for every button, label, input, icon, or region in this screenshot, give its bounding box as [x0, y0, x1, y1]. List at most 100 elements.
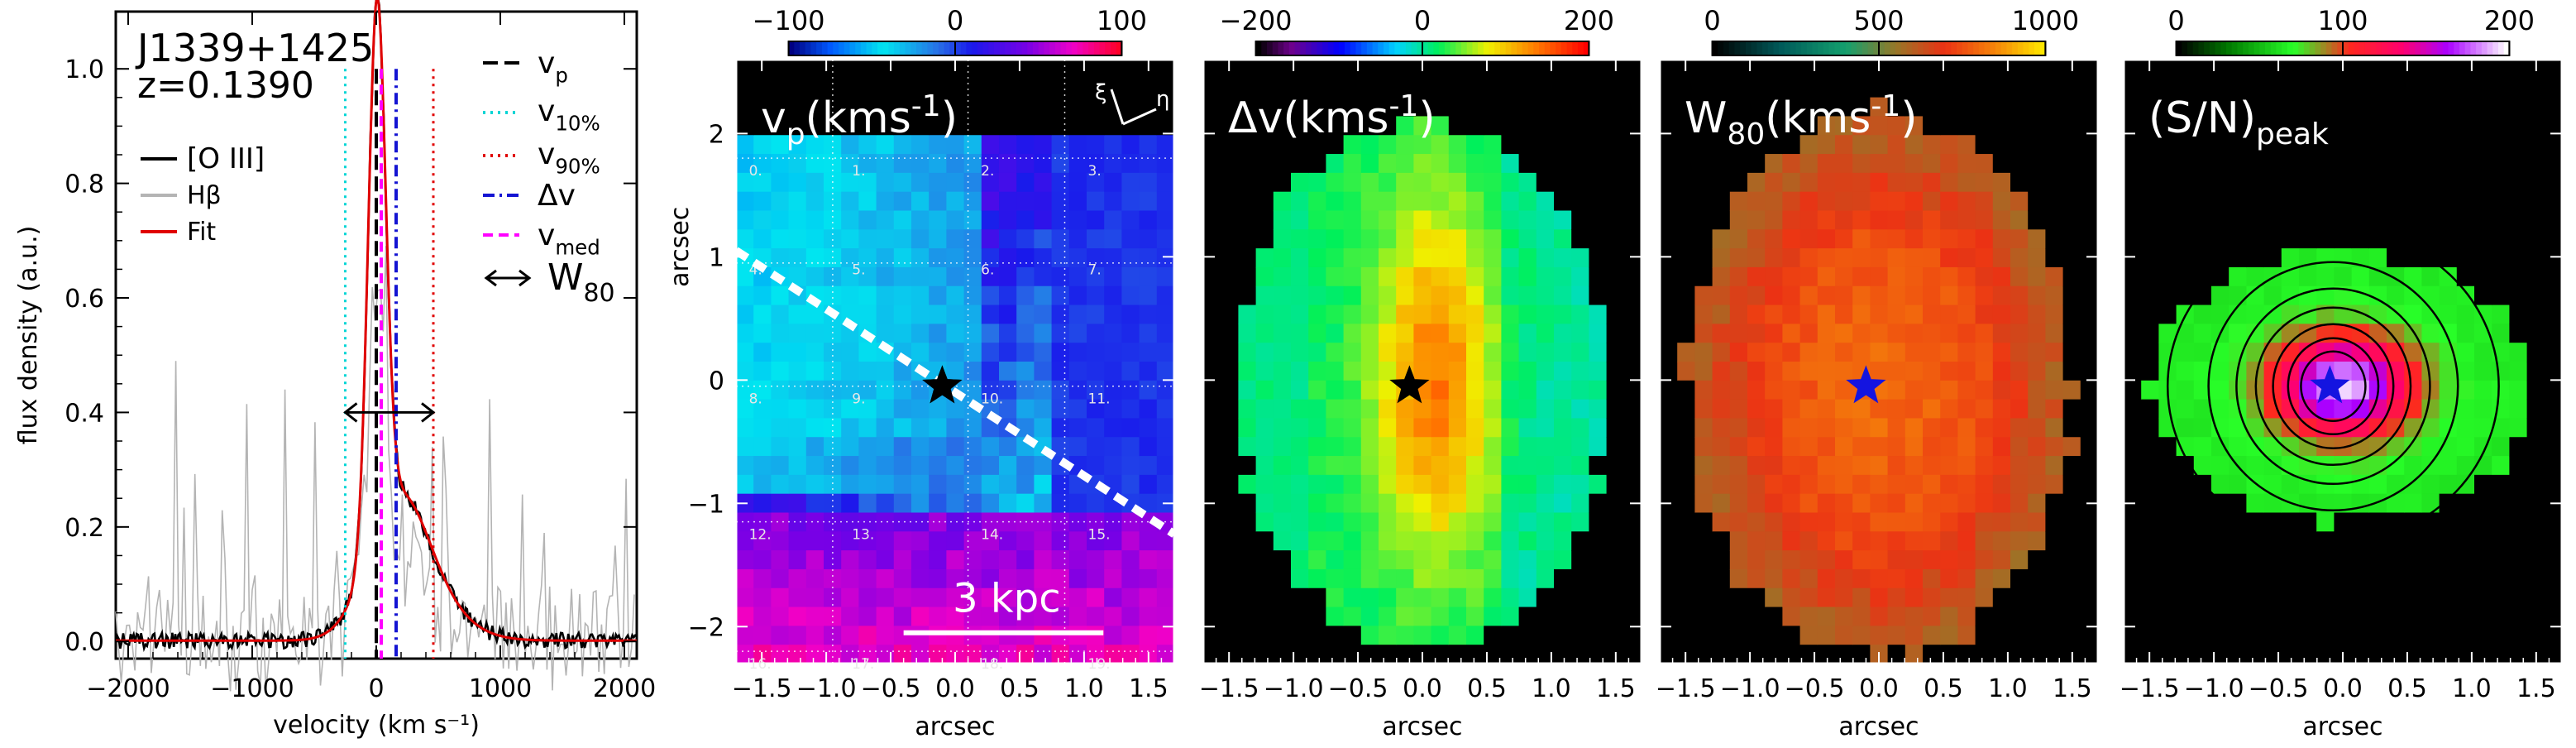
map-pixel	[824, 437, 842, 457]
map-pixel	[1606, 172, 1625, 193]
map-pixel	[771, 418, 790, 438]
map-pixel	[1799, 493, 1818, 514]
map-pixel	[2141, 437, 2159, 457]
map-pixel	[2368, 135, 2387, 155]
map-pixel	[1466, 587, 1484, 608]
map-pixel	[1051, 116, 1070, 136]
map-pixel	[805, 60, 824, 79]
map-pixel	[2045, 97, 2064, 117]
map-pixel	[2158, 399, 2177, 420]
legend-swatch-w80	[484, 269, 532, 287]
map-pixel	[2045, 324, 2064, 343]
map-pixel	[2421, 362, 2440, 381]
map-pixel	[841, 568, 859, 589]
map-pixel	[1536, 116, 1555, 136]
map-pixel	[999, 248, 1017, 268]
map-pixel	[1660, 550, 1678, 570]
map-pixel	[911, 512, 930, 532]
map-pixel	[1957, 97, 1976, 117]
map-pixel	[1034, 97, 1053, 117]
map-pixel	[1887, 399, 1906, 420]
map-pixel	[2211, 304, 2230, 324]
map-pixel	[946, 285, 965, 306]
map-pixel	[1694, 380, 1713, 400]
map-pixel	[911, 626, 930, 645]
colorbar-segment	[1723, 41, 1730, 55]
map-pixel	[2387, 626, 2405, 645]
map-pixel	[2193, 607, 2212, 626]
x-axis-label: arcsec	[2302, 712, 2382, 741]
map-pixel	[1887, 343, 1906, 362]
map-pixel	[1396, 437, 1414, 457]
map-pixel	[1677, 380, 1695, 400]
map-pixel	[1536, 607, 1555, 626]
map-pixel	[1940, 550, 1958, 570]
map-pixel	[1016, 116, 1035, 136]
colorbar-segment	[2492, 41, 2499, 55]
map-pixel	[2141, 607, 2159, 626]
map-pixel	[2299, 437, 2317, 457]
map-pixel	[1660, 210, 1678, 230]
map-pixel	[1255, 512, 1274, 532]
map-pixel	[1518, 626, 1537, 645]
colorbar-segment	[1278, 41, 1284, 55]
map-pixel	[2351, 266, 2370, 287]
map-pixel	[1992, 587, 2011, 608]
map-pixel	[2158, 210, 2177, 230]
map-pixel	[1940, 607, 1958, 626]
map-pixel	[1694, 324, 1713, 343]
aperture-label: 10.	[981, 391, 1003, 408]
map-pixel	[1623, 172, 1642, 193]
map-pixel	[2544, 362, 2563, 381]
map-pixel	[2246, 607, 2265, 626]
map-pixel	[1255, 191, 1274, 212]
map-pixel	[1255, 474, 1274, 495]
map-pixel	[1518, 362, 1537, 381]
map-pixel	[824, 191, 842, 212]
map-pixel	[2509, 172, 2528, 193]
map-pixel	[771, 248, 790, 268]
map-pixel	[1817, 135, 1836, 155]
map-pixel	[1536, 248, 1555, 268]
map-pixel	[1518, 229, 1537, 249]
map-pixel	[2526, 550, 2545, 570]
map-pixel	[999, 266, 1017, 287]
map-pixel	[1413, 97, 1432, 117]
map-pixel	[1660, 97, 1678, 117]
map-pixel	[876, 362, 895, 381]
map-pixel	[999, 380, 1017, 400]
map-pixel	[1677, 493, 1695, 514]
map-pixel	[893, 285, 912, 306]
map-pixel	[2509, 285, 2528, 306]
map-pixel	[1051, 78, 1070, 98]
map-pixel	[1431, 135, 1450, 155]
map-pixel	[2062, 229, 2081, 249]
map-pixel	[1957, 456, 1976, 476]
map-pixel	[893, 324, 912, 343]
map-pixel	[1905, 362, 1924, 381]
map-pixel	[1782, 474, 1801, 495]
map-pixel	[2193, 135, 2212, 155]
map-pixel	[876, 229, 895, 249]
map-pixel	[2045, 418, 2064, 438]
map-pixel	[2193, 116, 2212, 136]
map-pixel	[1501, 97, 1520, 117]
colorbar-segment	[1834, 41, 1841, 55]
map-pixel	[1034, 362, 1053, 381]
map-pixel	[1712, 607, 1731, 626]
colorbar-segment	[1900, 41, 1908, 55]
map-pixel	[1273, 362, 1292, 381]
map-pixel	[929, 78, 947, 98]
map-pixel	[1343, 380, 1362, 400]
map-pixel	[1835, 135, 1853, 155]
map-pixel	[1905, 285, 1924, 306]
map-pixel	[1087, 418, 1105, 438]
map-pixel	[1729, 645, 1748, 664]
map-pixel	[771, 285, 790, 306]
map-pixel	[2351, 362, 2370, 381]
map-pixel	[1291, 324, 1309, 343]
map-pixel	[1068, 60, 1087, 79]
map-pixel	[753, 229, 772, 249]
map-pixel	[1326, 78, 1345, 98]
map-pixel	[1992, 626, 2011, 645]
